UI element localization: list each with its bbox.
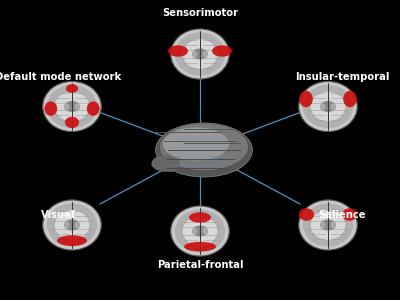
Text: Sensorimotor: Sensorimotor [162,8,238,17]
Ellipse shape [175,32,225,76]
Ellipse shape [171,29,229,79]
Ellipse shape [192,49,208,59]
Ellipse shape [298,200,358,250]
Ellipse shape [311,210,345,240]
Ellipse shape [192,226,208,236]
Ellipse shape [311,92,345,121]
Ellipse shape [44,101,57,116]
Ellipse shape [156,123,252,177]
Ellipse shape [343,91,357,107]
Ellipse shape [303,85,353,128]
Ellipse shape [170,29,230,79]
Ellipse shape [299,91,313,107]
Ellipse shape [320,101,336,112]
Ellipse shape [64,221,70,229]
Ellipse shape [47,203,97,247]
Ellipse shape [342,208,357,221]
Ellipse shape [64,101,80,112]
Ellipse shape [184,242,216,251]
Ellipse shape [330,221,336,229]
Ellipse shape [175,209,225,253]
Ellipse shape [66,84,78,93]
Ellipse shape [320,220,336,230]
Ellipse shape [55,92,89,121]
Ellipse shape [202,227,208,235]
Ellipse shape [202,50,208,58]
Ellipse shape [183,216,217,246]
Ellipse shape [183,39,217,69]
Ellipse shape [64,220,80,230]
Text: Default mode network: Default mode network [0,72,121,82]
Ellipse shape [74,221,80,229]
Ellipse shape [170,206,230,256]
Ellipse shape [299,82,357,131]
Ellipse shape [43,200,101,250]
Ellipse shape [65,117,79,128]
Ellipse shape [299,208,314,221]
Ellipse shape [64,103,70,110]
Text: Salience: Salience [318,210,366,220]
Ellipse shape [299,200,357,250]
Ellipse shape [87,101,100,116]
Text: Insular-temporal: Insular-temporal [295,72,389,82]
Ellipse shape [192,227,198,235]
Ellipse shape [189,212,211,223]
Text: Parietal-frontal: Parietal-frontal [157,260,243,269]
Ellipse shape [42,81,102,132]
Ellipse shape [320,103,326,110]
Ellipse shape [55,210,89,240]
Ellipse shape [43,82,101,131]
Ellipse shape [74,103,80,110]
Ellipse shape [298,81,358,132]
Ellipse shape [303,203,353,247]
Ellipse shape [151,155,180,172]
Ellipse shape [320,221,326,229]
Text: Visual: Visual [41,210,75,220]
Ellipse shape [192,50,198,58]
Ellipse shape [47,85,97,128]
Ellipse shape [57,235,87,246]
Ellipse shape [163,128,229,160]
Ellipse shape [168,45,188,57]
Ellipse shape [42,200,102,250]
Ellipse shape [160,124,248,170]
Ellipse shape [212,45,232,57]
Ellipse shape [171,206,229,256]
Ellipse shape [330,103,336,110]
